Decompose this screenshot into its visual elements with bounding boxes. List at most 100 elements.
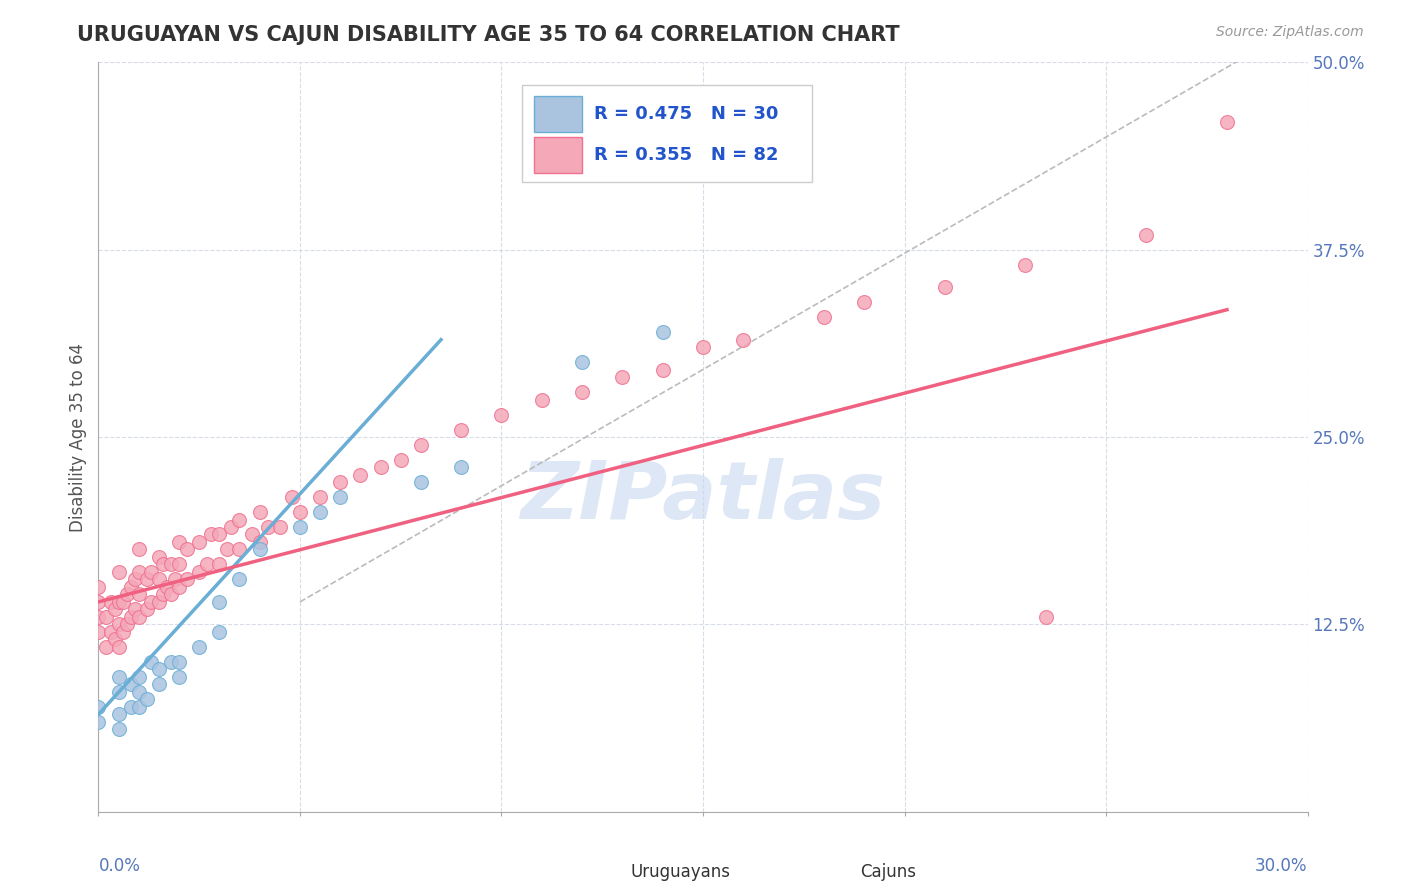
Point: [103, 602, 125, 616]
Point: [107, 707, 129, 722]
Point: [87, 699, 110, 714]
Point: [107, 640, 129, 654]
Point: [87, 714, 110, 729]
Point: [188, 535, 211, 549]
Point: [571, 385, 593, 400]
Point: [115, 587, 138, 601]
Bar: [534, 137, 582, 173]
Point: [309, 505, 332, 519]
Point: [188, 640, 211, 654]
Point: [87, 610, 110, 624]
Point: [152, 587, 174, 601]
Point: [208, 595, 231, 609]
Point: [111, 595, 134, 609]
Point: [176, 573, 198, 587]
Point: [128, 699, 150, 714]
Point: [240, 527, 263, 541]
Y-axis label: Disability Age 35 to 64: Disability Age 35 to 64: [69, 343, 87, 532]
Point: [934, 280, 956, 294]
Point: [167, 558, 190, 572]
Point: [228, 573, 250, 587]
Point: [120, 677, 142, 691]
Point: [733, 333, 755, 347]
Point: [217, 542, 239, 557]
Text: R = 0.355   N = 82: R = 0.355 N = 82: [595, 146, 779, 164]
Point: [349, 467, 371, 482]
Point: [651, 325, 673, 339]
Point: [107, 617, 129, 632]
Point: [120, 610, 142, 624]
Point: [100, 624, 122, 639]
Text: URUGUAYAN VS CAJUN DISABILITY AGE 35 TO 64 CORRELATION CHART: URUGUAYAN VS CAJUN DISABILITY AGE 35 TO …: [77, 25, 900, 45]
Point: [1014, 258, 1036, 272]
Point: [148, 573, 170, 587]
Point: [167, 670, 190, 684]
Point: [409, 437, 432, 451]
Point: [389, 452, 412, 467]
Point: [128, 587, 150, 601]
Point: [107, 595, 129, 609]
Point: [450, 460, 472, 475]
Point: [1216, 115, 1239, 129]
Point: [176, 542, 198, 557]
Point: [167, 655, 190, 669]
Point: [692, 340, 714, 354]
Point: [813, 310, 835, 325]
Point: [370, 460, 392, 475]
Text: Source: ZipAtlas.com: Source: ZipAtlas.com: [1216, 25, 1364, 39]
Point: [135, 692, 157, 706]
Bar: [558, 861, 619, 887]
Point: [135, 573, 157, 587]
Point: [208, 624, 231, 639]
Point: [249, 505, 271, 519]
Text: Cajuns: Cajuns: [860, 863, 917, 880]
Point: [156, 580, 179, 594]
Point: [200, 527, 222, 541]
Point: [148, 677, 170, 691]
Point: [329, 490, 352, 504]
Point: [409, 475, 432, 489]
Point: [288, 520, 311, 534]
Point: [571, 355, 593, 369]
Point: [281, 490, 304, 504]
Point: [160, 558, 183, 572]
Point: [103, 632, 125, 647]
Point: [148, 595, 170, 609]
Text: 30.0%: 30.0%: [1256, 856, 1308, 875]
Point: [120, 580, 142, 594]
Point: [221, 520, 243, 534]
Point: [288, 505, 311, 519]
Text: ZIPatlas: ZIPatlas: [520, 458, 886, 536]
Point: [228, 512, 250, 526]
Point: [208, 558, 231, 572]
Bar: [787, 861, 848, 887]
Text: R = 0.475   N = 30: R = 0.475 N = 30: [595, 105, 779, 123]
Point: [167, 535, 190, 549]
Point: [139, 565, 162, 579]
Point: [107, 685, 129, 699]
Point: [96, 610, 118, 624]
Point: [167, 580, 190, 594]
Point: [115, 617, 138, 632]
Point: [148, 549, 170, 564]
Point: [96, 640, 118, 654]
Point: [139, 655, 162, 669]
Point: [256, 520, 278, 534]
Point: [107, 670, 129, 684]
Point: [148, 662, 170, 676]
Point: [128, 685, 150, 699]
Point: [491, 408, 513, 422]
Point: [195, 558, 218, 572]
Point: [163, 573, 186, 587]
Point: [111, 624, 134, 639]
Point: [309, 490, 332, 504]
Point: [160, 587, 183, 601]
Bar: [534, 96, 582, 132]
FancyBboxPatch shape: [522, 85, 811, 182]
Point: [128, 565, 150, 579]
Point: [1035, 610, 1057, 624]
Text: 0.0%: 0.0%: [98, 856, 141, 875]
Point: [135, 602, 157, 616]
Point: [128, 610, 150, 624]
Point: [329, 475, 352, 489]
